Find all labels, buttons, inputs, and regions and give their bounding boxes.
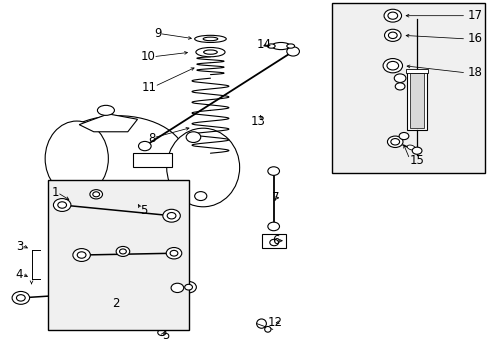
Text: 8: 8: [148, 132, 156, 145]
Circle shape: [119, 249, 126, 254]
Ellipse shape: [203, 37, 217, 41]
Text: 3: 3: [16, 240, 23, 253]
Circle shape: [411, 147, 421, 154]
Circle shape: [93, 192, 100, 197]
Circle shape: [170, 250, 178, 256]
Text: 15: 15: [409, 154, 424, 167]
Circle shape: [12, 292, 30, 304]
Circle shape: [129, 200, 138, 206]
Bar: [409, 73, 424, 128]
Text: 16: 16: [467, 32, 482, 45]
Circle shape: [386, 62, 398, 70]
Ellipse shape: [203, 50, 217, 54]
Ellipse shape: [45, 121, 108, 196]
Ellipse shape: [194, 35, 226, 42]
Polygon shape: [79, 114, 137, 132]
Bar: [47, 180, 188, 330]
Bar: [262, 234, 285, 248]
Circle shape: [387, 12, 397, 19]
Circle shape: [162, 313, 173, 321]
Text: 1: 1: [51, 186, 59, 199]
Text: 14: 14: [256, 38, 271, 51]
Bar: [406, 68, 427, 73]
Circle shape: [267, 222, 279, 231]
Polygon shape: [79, 184, 147, 205]
Circle shape: [17, 295, 25, 301]
Text: 6: 6: [272, 234, 280, 247]
Ellipse shape: [97, 105, 114, 115]
Circle shape: [384, 29, 400, 41]
Text: 11: 11: [142, 81, 157, 94]
Circle shape: [171, 283, 183, 293]
Circle shape: [73, 249, 90, 261]
Circle shape: [116, 247, 129, 256]
Text: 9: 9: [154, 27, 162, 40]
Circle shape: [398, 132, 408, 140]
Circle shape: [286, 47, 299, 56]
Circle shape: [267, 167, 279, 175]
Circle shape: [166, 248, 182, 259]
Circle shape: [269, 239, 278, 246]
Text: 5: 5: [140, 204, 147, 217]
Text: 2: 2: [112, 297, 119, 310]
Circle shape: [77, 252, 86, 258]
Circle shape: [181, 282, 196, 293]
Bar: [132, 153, 171, 167]
Text: 4: 4: [16, 268, 23, 281]
Circle shape: [386, 136, 402, 148]
Circle shape: [53, 199, 71, 211]
Ellipse shape: [267, 44, 275, 48]
Circle shape: [158, 329, 165, 336]
Circle shape: [393, 74, 405, 82]
Ellipse shape: [286, 44, 294, 48]
Text: 18: 18: [467, 66, 482, 79]
Ellipse shape: [256, 319, 266, 328]
Circle shape: [133, 183, 145, 192]
Circle shape: [58, 202, 66, 208]
Text: 10: 10: [141, 50, 156, 63]
Circle shape: [394, 83, 404, 90]
Circle shape: [138, 141, 151, 151]
Circle shape: [382, 59, 402, 73]
Bar: [331, 3, 484, 173]
Circle shape: [184, 284, 192, 290]
Ellipse shape: [264, 327, 270, 332]
Ellipse shape: [166, 128, 239, 207]
Circle shape: [90, 190, 102, 199]
Ellipse shape: [271, 42, 289, 50]
Text: 5: 5: [162, 329, 169, 342]
Circle shape: [387, 32, 396, 39]
Text: 12: 12: [267, 316, 282, 329]
Ellipse shape: [196, 48, 224, 57]
Ellipse shape: [50, 116, 186, 202]
Text: 13: 13: [250, 114, 265, 127]
Circle shape: [167, 212, 176, 219]
Circle shape: [390, 139, 399, 145]
Text: 7: 7: [272, 192, 280, 204]
Ellipse shape: [407, 145, 414, 150]
Text: 17: 17: [467, 9, 482, 22]
Circle shape: [163, 209, 180, 222]
Ellipse shape: [194, 192, 206, 201]
Circle shape: [383, 9, 401, 22]
Bar: [407, 71, 426, 130]
Ellipse shape: [186, 132, 201, 143]
